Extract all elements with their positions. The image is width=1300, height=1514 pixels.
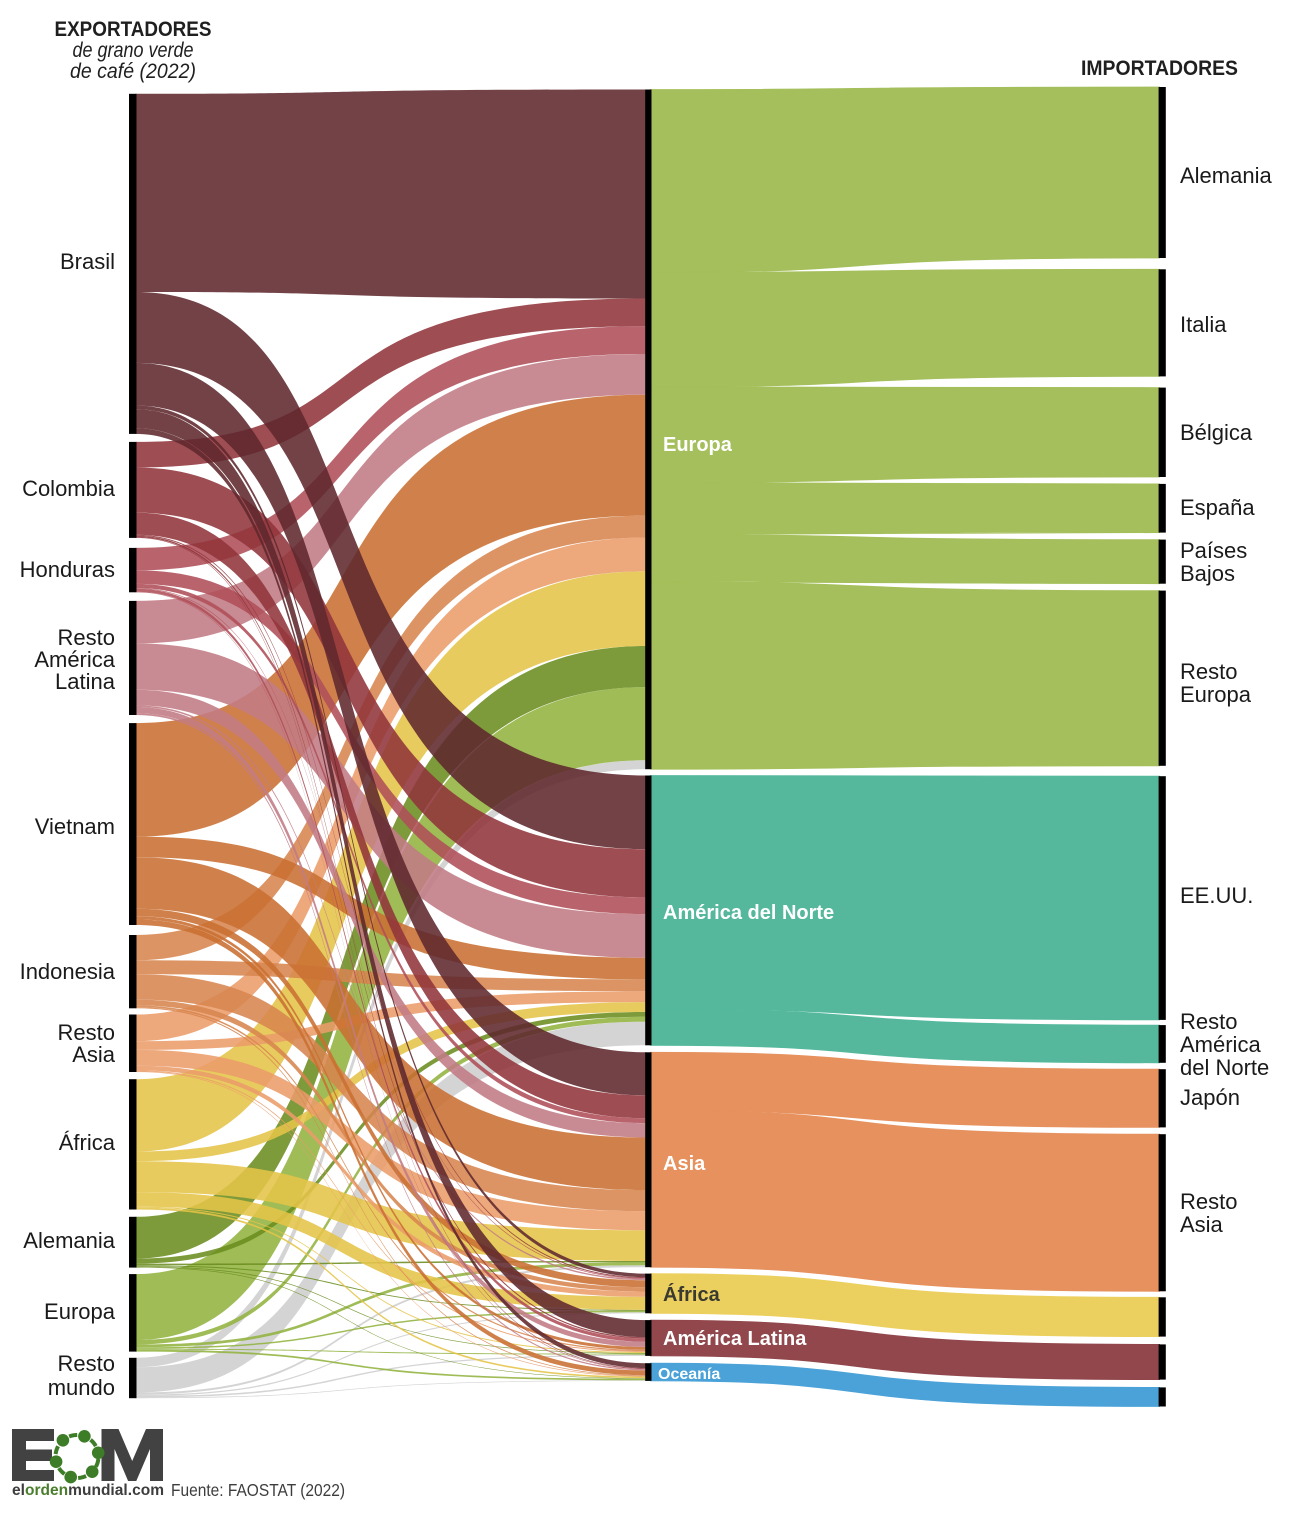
svg-text:África: África (59, 1130, 116, 1155)
svg-text:Alemania: Alemania (23, 1228, 115, 1253)
svg-text:Honduras: Honduras (20, 557, 115, 582)
svg-text:Resto: Resto (58, 1351, 115, 1376)
svg-text:EXPORTADORES: EXPORTADORES (55, 18, 212, 41)
svg-text:Bajos: Bajos (1180, 561, 1235, 586)
svg-text:Asia: Asia (663, 1153, 706, 1175)
svg-text:Europa: Europa (663, 434, 733, 456)
svg-text:Bélgica: Bélgica (1180, 420, 1253, 445)
svg-text:Resto: Resto (1180, 659, 1237, 684)
svg-text:Países: Países (1180, 538, 1247, 563)
svg-text:América Latina: América Latina (663, 1328, 807, 1350)
svg-text:Oceanía: Oceanía (658, 1366, 720, 1383)
svg-text:del Norte: del Norte (1180, 1055, 1269, 1080)
svg-text:Colombia: Colombia (22, 476, 116, 501)
svg-text:Resto: Resto (1180, 1009, 1237, 1034)
svg-text:Indonesia: Indonesia (20, 959, 116, 984)
svg-text:Alemania: Alemania (1180, 163, 1272, 188)
svg-text:Fuente: FAOSTAT (2022): Fuente: FAOSTAT (2022) (171, 1480, 345, 1500)
svg-text:América: América (34, 647, 115, 672)
svg-text:América del Norte: América del Norte (663, 902, 834, 924)
svg-text:Vietnam: Vietnam (35, 814, 115, 839)
svg-text:Asia: Asia (1180, 1212, 1224, 1237)
svg-text:IMPORTADORES: IMPORTADORES (1081, 57, 1238, 80)
svg-text:Europa: Europa (44, 1299, 116, 1324)
svg-text:Latina: Latina (55, 669, 116, 694)
svg-text:mundo: mundo (48, 1375, 115, 1400)
svg-text:EE.UU.: EE.UU. (1180, 883, 1253, 908)
svg-text:de café (2022): de café (2022) (70, 60, 196, 83)
svg-text:Asia: Asia (72, 1042, 116, 1067)
svg-text:elordenmundial.com: elordenmundial.com (12, 1482, 164, 1499)
svg-text:Italia: Italia (1180, 312, 1227, 337)
svg-text:Resto: Resto (58, 625, 115, 650)
svg-text:África: África (663, 1283, 721, 1306)
svg-text:Resto: Resto (1180, 1189, 1237, 1214)
svg-text:España: España (1180, 495, 1255, 520)
svg-text:de grano verde: de grano verde (73, 39, 194, 62)
svg-text:Europa: Europa (1180, 682, 1252, 707)
svg-text:Resto: Resto (58, 1020, 115, 1045)
svg-text:América: América (1180, 1032, 1261, 1057)
svg-text:Japón: Japón (1180, 1085, 1240, 1110)
svg-text:Brasil: Brasil (60, 249, 115, 274)
